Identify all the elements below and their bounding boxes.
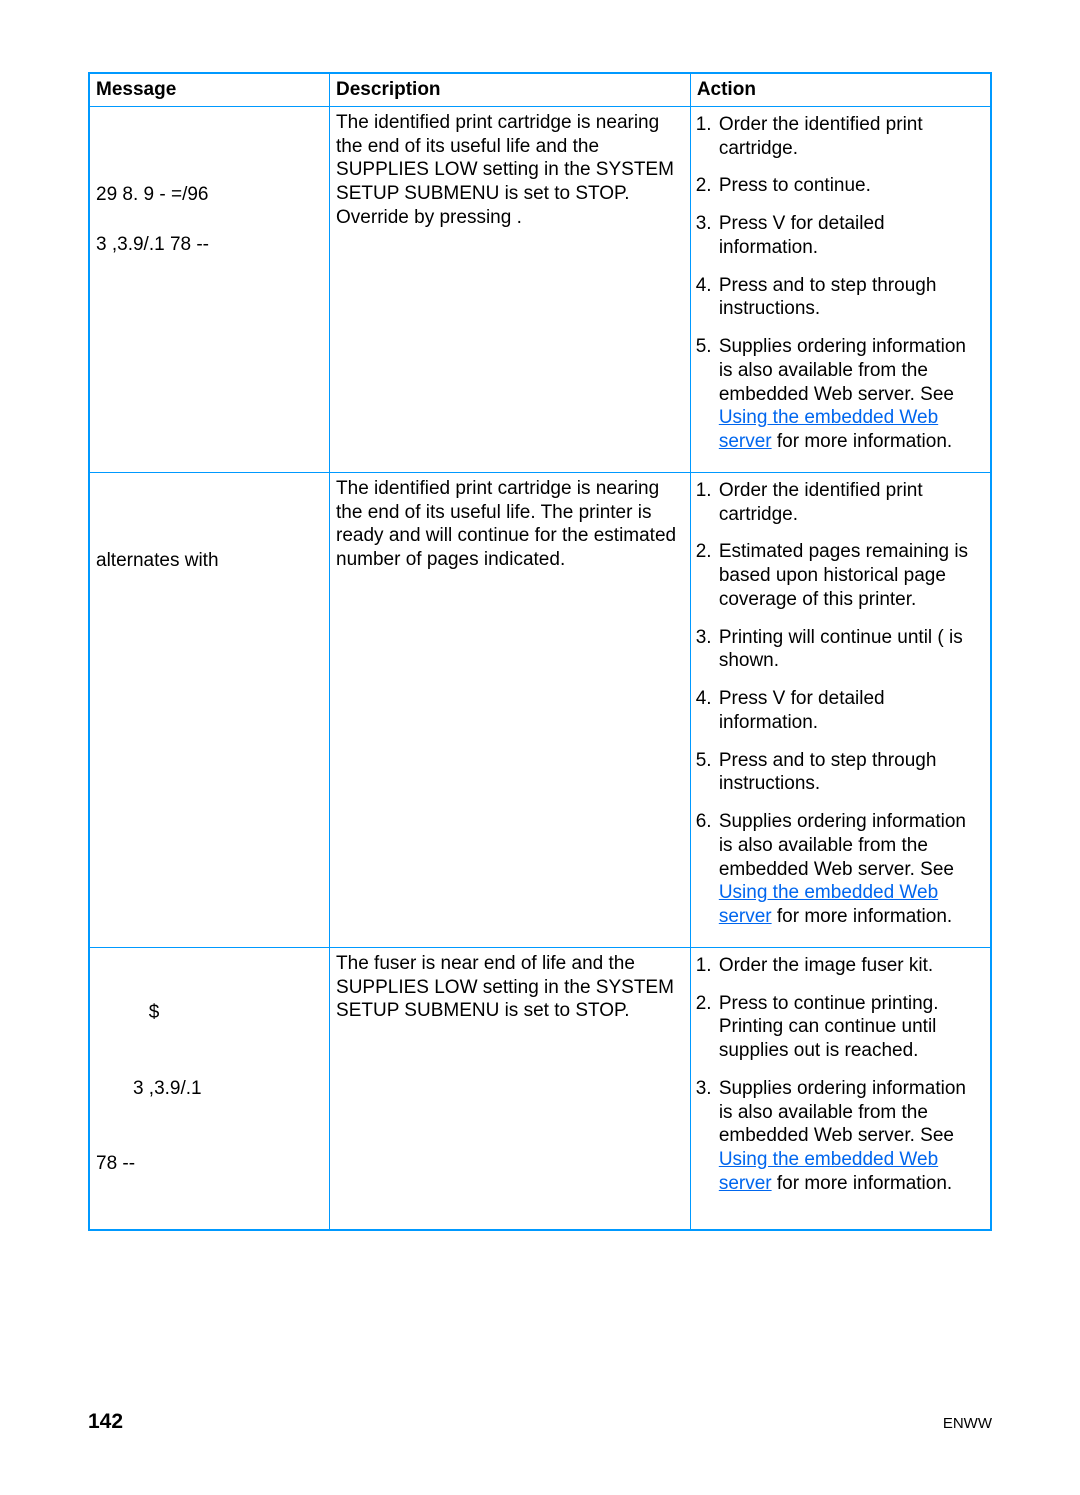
message-line: 29 8. 9 - =/96	[96, 183, 323, 207]
message-table: Message Description Action 29 8. 9 - =/9…	[88, 72, 992, 1231]
message-line: alternates with	[96, 549, 323, 573]
action-item: Press V for detailed information.	[717, 212, 984, 260]
page-footer: 142 ENWW	[88, 1409, 992, 1435]
action-list: Order the identified print cartridge. Pr…	[697, 113, 984, 454]
action-item: Press to continue printing. Printing can…	[717, 992, 984, 1063]
table-row: alternates with The identified print car…	[89, 472, 991, 947]
action-list: Order the identified print cartridge. Es…	[697, 479, 984, 929]
cell-message: 29 8. 9 - =/96 3 ,3.9/.1 78 --	[89, 106, 330, 472]
action-item: Supplies ordering information is also av…	[717, 810, 984, 929]
cell-action: Order the identified print cartridge. Es…	[690, 472, 991, 947]
action-list: Order the image fuser kit. Press to cont…	[697, 954, 984, 1196]
table-row: $ 3 ,3.9/.1 78 -- The fuser is near end …	[89, 947, 991, 1230]
cell-description: The identified print cartridge is nearin…	[330, 106, 691, 472]
cell-message: $ 3 ,3.9/.1 78 --	[89, 947, 330, 1230]
cell-description: The identified print cartridge is nearin…	[330, 472, 691, 947]
message-line: 3 ,3.9/.1 78 --	[96, 233, 323, 257]
action-item: Press to continue.	[717, 174, 984, 198]
th-description: Description	[330, 73, 691, 106]
table-row: 29 8. 9 - =/96 3 ,3.9/.1 78 -- The ident…	[89, 106, 991, 472]
message-line: 78 --	[96, 1152, 323, 1176]
action-item: Press and to step through instructions.	[717, 274, 984, 322]
action-item: Printing will continue until ( is shown.	[717, 626, 984, 674]
action-item: Estimated pages remaining is based upon …	[717, 540, 984, 611]
th-action: Action	[690, 73, 991, 106]
table-header-row: Message Description Action	[89, 73, 991, 106]
th-message: Message	[89, 73, 330, 106]
action-item: Order the image fuser kit.	[717, 954, 984, 978]
action-item: Supplies ordering information is also av…	[717, 335, 984, 454]
action-item: Press and to step through instructions.	[717, 749, 984, 797]
cell-message: alternates with	[89, 472, 330, 947]
page: Message Description Action 29 8. 9 - =/9…	[0, 0, 1080, 1495]
footer-tag: ENWW	[943, 1415, 992, 1434]
action-item: Order the identified print cartridge.	[717, 479, 984, 527]
message-line: 3 ,3.9/.1	[96, 1077, 323, 1101]
action-item: Supplies ordering information is also av…	[717, 1077, 984, 1196]
message-line: $	[96, 1001, 323, 1025]
page-number: 142	[88, 1409, 123, 1435]
action-item: Press V for detailed information.	[717, 687, 984, 735]
cell-action: Order the identified print cartridge. Pr…	[690, 106, 991, 472]
action-item: Order the identified print cartridge.	[717, 113, 984, 161]
cell-action: Order the image fuser kit. Press to cont…	[690, 947, 991, 1230]
cell-description: The fuser is near end of life and the SU…	[330, 947, 691, 1230]
